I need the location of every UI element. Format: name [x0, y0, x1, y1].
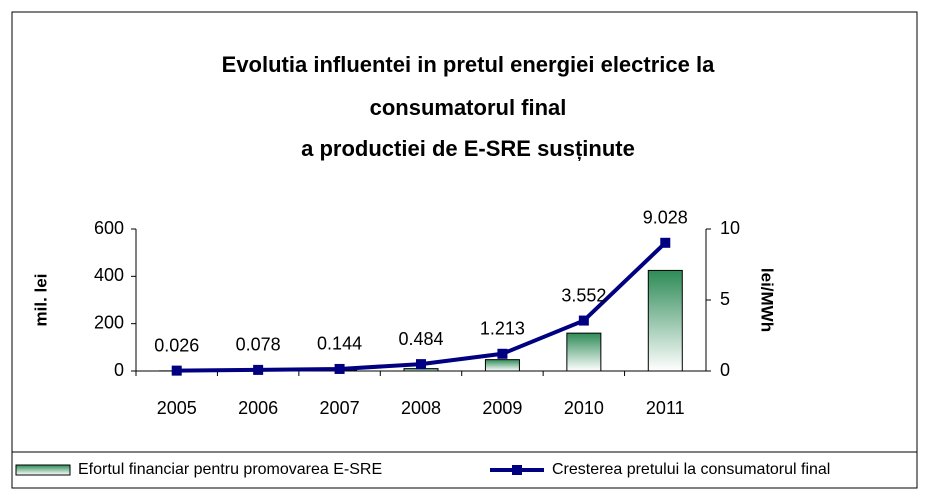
y2-tick-label: 0 — [720, 360, 730, 380]
line-marker — [416, 359, 426, 370]
x-tick-label: 2010 — [564, 398, 604, 418]
bar — [566, 332, 602, 372]
chart-title: Evolutia influentei in pretul energiei e… — [222, 52, 715, 77]
legend-label: Efortul financiar pentru promovarea E-SR… — [78, 461, 382, 478]
data-label: 0.026 — [154, 335, 199, 355]
y2-tick-label: 5 — [720, 289, 730, 309]
y2-tick-label: 10 — [720, 218, 740, 238]
data-label: 0.078 — [236, 335, 281, 355]
y-tick-label: 400 — [94, 265, 124, 285]
y-tick-label: 200 — [94, 312, 124, 332]
chart-title: consumatorul final — [370, 95, 567, 120]
x-tick-label: 2008 — [401, 398, 441, 418]
bar — [647, 269, 683, 372]
y-tick-label: 600 — [94, 218, 124, 238]
chart-title: a productiei de E-SRE susținute — [301, 136, 635, 161]
data-label: 1.213 — [480, 319, 525, 339]
chart-border — [11, 11, 918, 489]
line-marker — [578, 315, 589, 326]
data-label: 3.552 — [561, 285, 606, 305]
legend-swatch-marker — [512, 465, 522, 475]
bar — [484, 359, 520, 372]
data-label: 0.144 — [317, 334, 362, 354]
y-axis-label: mil. lei — [31, 274, 50, 327]
x-tick-label: 2009 — [482, 398, 522, 418]
legend-swatch — [15, 464, 71, 476]
line-marker — [660, 237, 671, 248]
line-marker — [253, 364, 264, 375]
line-marker — [334, 363, 345, 374]
y2-axis-label: lei/MWh — [758, 268, 777, 332]
x-tick-label: 2011 — [646, 398, 685, 418]
data-label: 0.484 — [398, 329, 443, 349]
line-marker — [171, 365, 182, 376]
x-tick-label: 2007 — [320, 398, 360, 418]
legend-label: Cresterea pretului la consumatorul final — [552, 461, 830, 478]
y-tick-label: 0 — [114, 360, 124, 380]
x-tick-label: 2006 — [238, 398, 278, 418]
x-tick-label: 2005 — [157, 398, 197, 418]
line-marker — [497, 348, 508, 359]
data-label: 9.028 — [643, 208, 688, 228]
